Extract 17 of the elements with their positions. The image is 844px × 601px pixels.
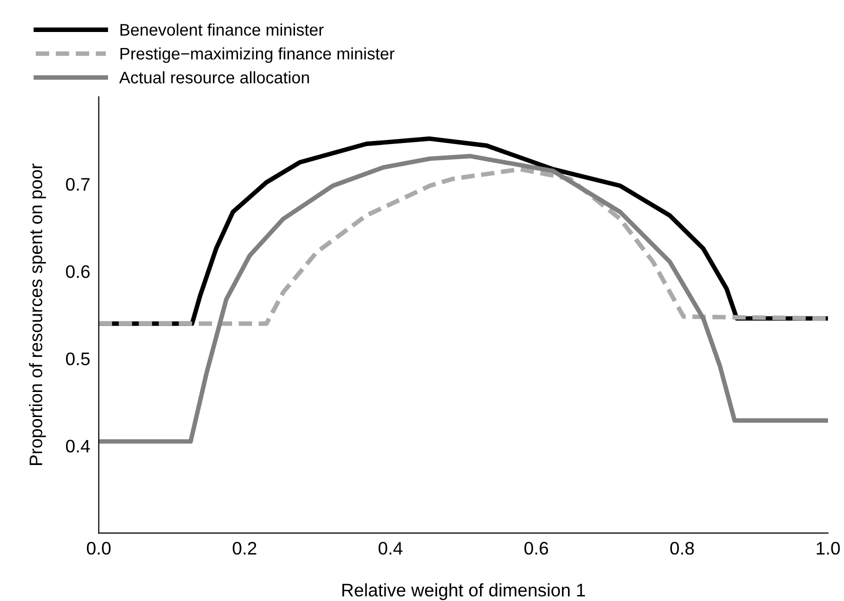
legend-label: Benevolent finance minister xyxy=(120,23,324,36)
legend-label: Prestige−maximizing finance minister xyxy=(120,47,394,63)
x-axis-title: Relative weight of dimension 1 xyxy=(342,583,585,600)
line-series xyxy=(98,166,828,326)
x-tick-label: 0.0 xyxy=(86,542,111,555)
x-tick-label: 1.0 xyxy=(816,542,840,555)
x-tick-label: 0.2 xyxy=(232,542,256,555)
y-tick-label: 0.7 xyxy=(66,178,90,191)
y-axis-title: Proportion of resources spent on poor xyxy=(29,164,46,465)
y-tick-label: 0.4 xyxy=(66,440,90,453)
legend-label: Actual resource allocation xyxy=(119,71,309,84)
x-tick-label: 0.6 xyxy=(524,542,548,555)
x-tick-label: 0.8 xyxy=(670,542,694,555)
y-tick-label: 0.5 xyxy=(66,352,90,366)
y-tick-label: 0.6 xyxy=(66,265,90,278)
line-series xyxy=(98,154,828,444)
x-tick-label: 0.4 xyxy=(378,542,402,555)
